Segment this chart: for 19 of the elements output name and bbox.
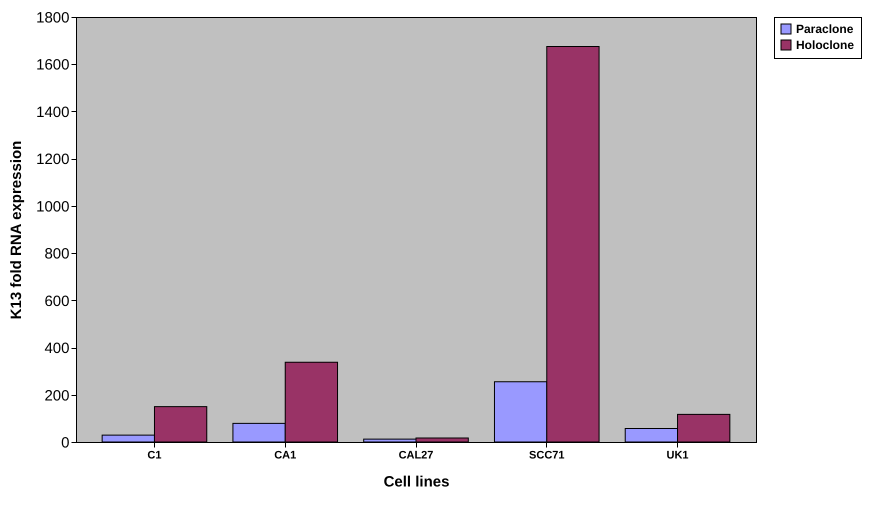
y-tick-label: 1400 [36,104,70,121]
x-axis-title: Cell lines [384,474,450,490]
legend-label: Holoclone [796,38,854,52]
y-tick-label: 600 [44,292,70,310]
y-tick-label: 1200 [36,151,70,168]
legend-label: Paraclone [796,22,854,36]
y-axis-title: K13 fold RNA expression [8,140,26,320]
y-tick-label: 400 [44,340,70,358]
x-tick-label: SCC71 [529,450,565,462]
y-tick-label: 200 [44,387,70,404]
y-tick-label: 1000 [36,198,70,216]
y-tick-label: 1800 [36,10,70,26]
y-tick-label: 1600 [36,56,70,74]
y-tick-label: 0 [61,434,70,452]
x-tick-label: UK1 [666,450,689,462]
x-tick-label: CA1 [274,450,296,462]
y-tick-label: 800 [44,246,70,263]
x-tick-label: C1 [147,450,162,462]
x-tick-label: CAL27 [398,450,434,462]
